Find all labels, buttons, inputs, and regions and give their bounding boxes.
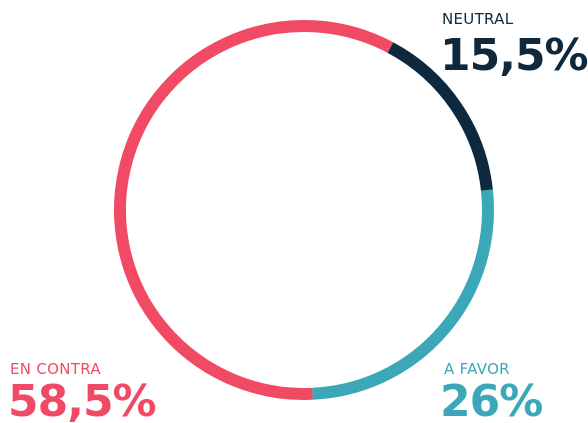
donut-segment [312, 189, 494, 400]
segment-name: NEUTRAL [442, 10, 514, 28]
segment-value-label: 15,5% [440, 30, 588, 81]
donut-segment [387, 42, 493, 191]
donut-segment [114, 20, 394, 400]
segment-name: EN CONTRA [10, 360, 101, 378]
segment-name: A FAVOR [444, 360, 510, 378]
segment-value-label: 26% [440, 376, 542, 423]
segment-value-label: 58,5% [8, 376, 156, 423]
